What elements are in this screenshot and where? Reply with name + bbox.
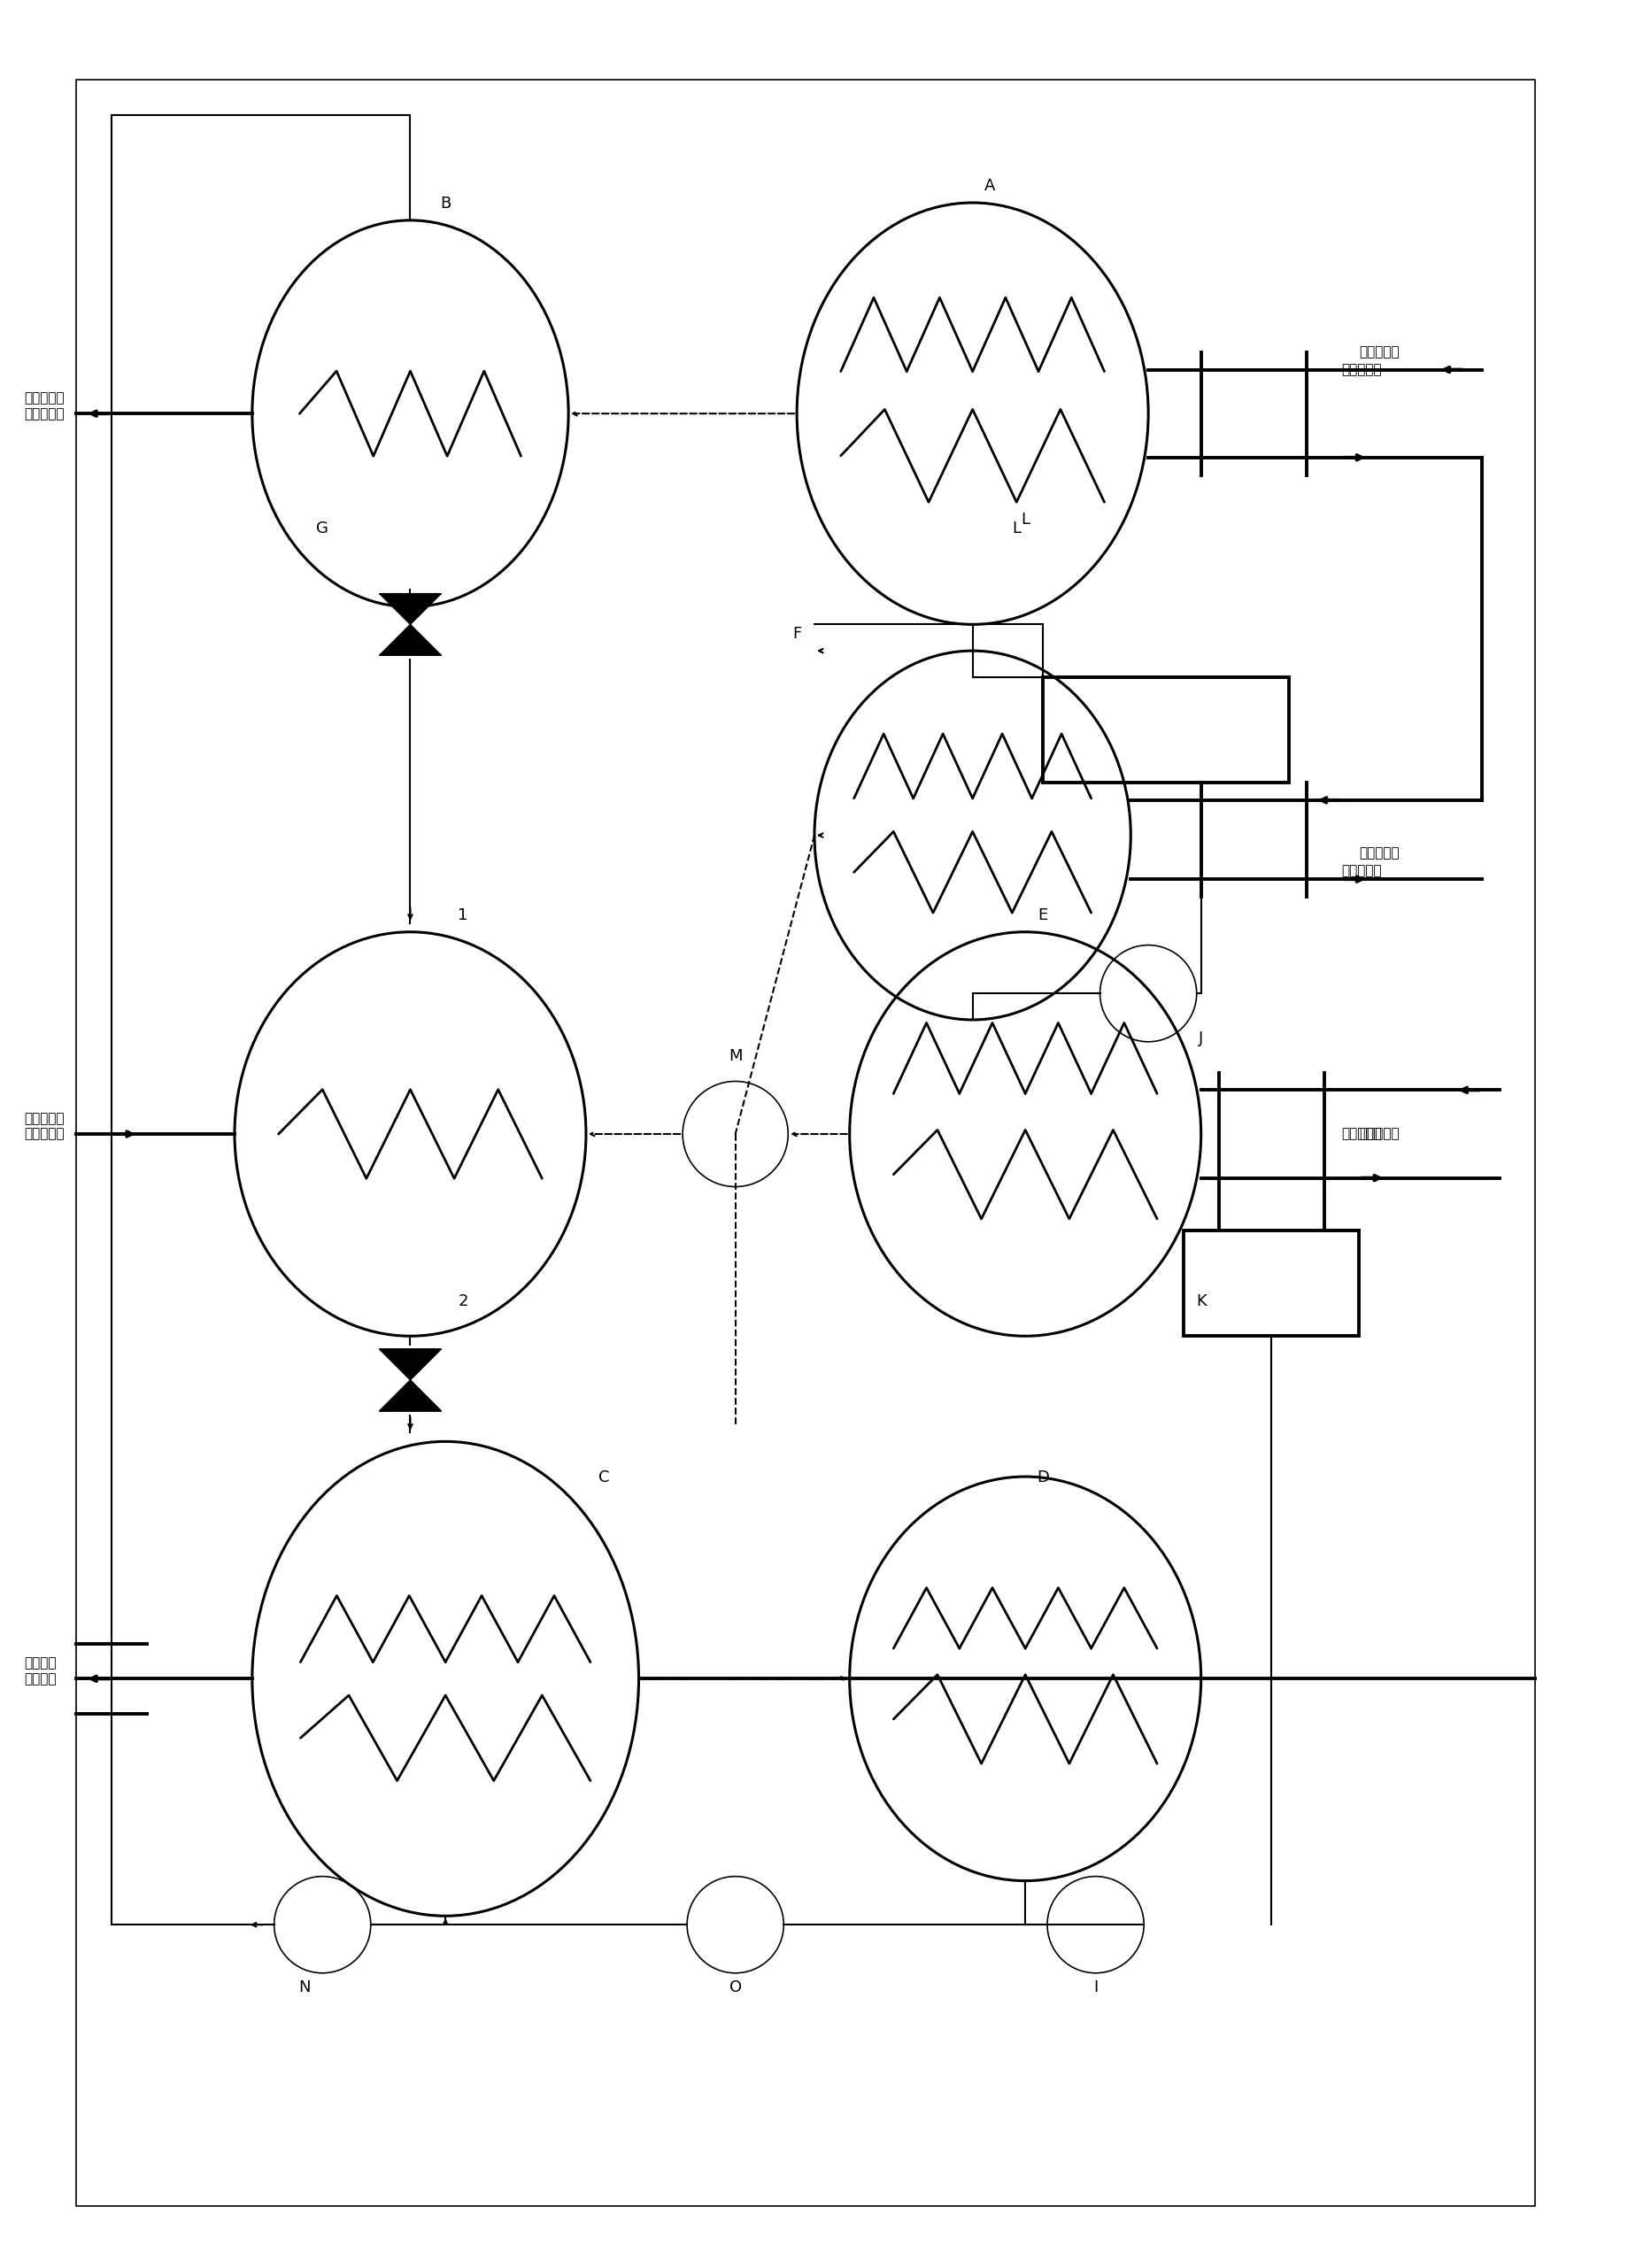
- Text: L: L: [1011, 522, 1021, 538]
- Text: 被加热介质: 被加热介质: [1341, 864, 1381, 878]
- Text: K: K: [1195, 1293, 1206, 1309]
- Text: A: A: [985, 177, 995, 195]
- Text: 2: 2: [457, 1293, 467, 1309]
- Polygon shape: [379, 1349, 441, 1379]
- Text: 1: 1: [457, 907, 467, 923]
- Text: 驱动热介质: 驱动热介质: [1341, 1127, 1381, 1141]
- Text: O: O: [729, 1980, 741, 1996]
- Text: E: E: [1037, 907, 1047, 923]
- Bar: [1184, 1232, 1358, 1336]
- Text: N: N: [298, 1980, 311, 1996]
- Text: B: B: [440, 195, 451, 211]
- Text: 被加热介质: 被加热介质: [24, 1127, 63, 1141]
- Text: 驱动热介质: 驱动热介质: [1358, 1127, 1398, 1141]
- Text: 余热介质: 余热介质: [24, 1672, 55, 1685]
- Polygon shape: [379, 1379, 441, 1411]
- Text: J: J: [1198, 1030, 1203, 1046]
- Text: C: C: [597, 1470, 609, 1486]
- Text: F: F: [791, 626, 801, 642]
- Text: 被加热介质: 被加热介质: [24, 406, 63, 420]
- Polygon shape: [379, 624, 441, 655]
- Text: L: L: [1021, 513, 1029, 528]
- Text: 被加热介质: 被加热介质: [24, 392, 63, 404]
- Text: 被加热介质: 被加热介质: [24, 1111, 63, 1125]
- Text: 余热介质: 余热介质: [24, 1656, 55, 1669]
- Text: M: M: [728, 1048, 742, 1064]
- Text: 驱动热介质: 驱动热介质: [1358, 345, 1398, 358]
- Text: 驱动热介质: 驱动热介质: [1341, 363, 1381, 376]
- Polygon shape: [379, 594, 441, 624]
- Text: G: G: [316, 522, 329, 538]
- Text: 被加热介质: 被加热介质: [1358, 846, 1398, 860]
- Text: I: I: [1092, 1980, 1097, 1996]
- Text: D: D: [1035, 1470, 1048, 1486]
- Bar: [1042, 678, 1288, 782]
